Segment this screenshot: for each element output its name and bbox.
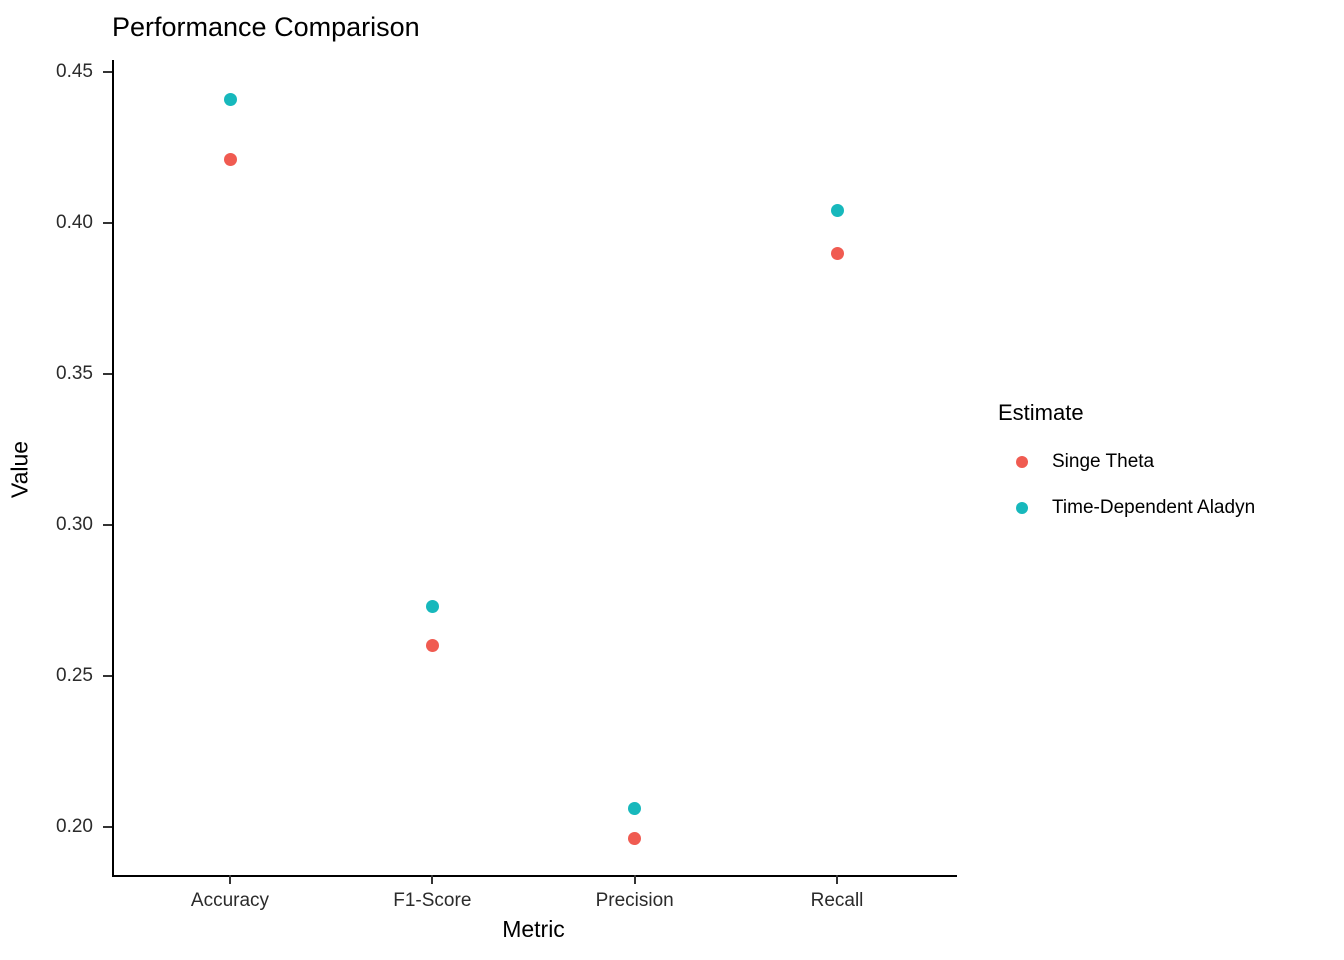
x-tick-mark — [229, 875, 231, 884]
x-axis-title: Metric — [502, 916, 565, 942]
chart-title: Performance Comparison — [112, 12, 420, 42]
data-point — [223, 92, 237, 106]
legend-item: Time-Dependent Aladyn — [998, 494, 1255, 522]
y-tick-label: 0.30 — [56, 513, 93, 535]
legend-title: Estimate — [998, 400, 1084, 425]
legend-swatch-icon — [1016, 456, 1028, 468]
y-tick-label: 0.25 — [56, 664, 93, 686]
x-tick-mark — [836, 875, 838, 884]
y-tick-label: 0.35 — [56, 362, 93, 384]
y-tick-mark — [103, 825, 112, 828]
data-point — [223, 153, 237, 167]
legend-item-label: Time-Dependent Aladyn — [1052, 497, 1256, 518]
x-tick-mark — [633, 875, 636, 884]
y-tick-label: 0.40 — [56, 212, 93, 233]
legend-item: Singe Theta — [998, 448, 1255, 476]
y-tick-mark — [103, 523, 112, 526]
data-point — [628, 802, 642, 816]
y-tick-mark — [103, 71, 112, 74]
y-tick-mark — [103, 222, 112, 224]
data-point — [830, 204, 844, 218]
x-tick-label: F1-Score — [393, 890, 472, 911]
x-tick-label: Recall — [810, 890, 864, 911]
data-point — [425, 639, 439, 653]
legend-items: Singe Theta Time-Dependent Aladyn — [998, 448, 1255, 522]
x-tick-mark — [431, 875, 434, 884]
data-point — [628, 832, 642, 846]
data-point — [830, 246, 844, 260]
legend: Estimate Singe Theta Time-Dependent Alady… — [998, 400, 1255, 540]
x-tick-label: Accuracy — [190, 890, 270, 911]
y-tick-mark — [103, 372, 112, 375]
data-point — [425, 599, 439, 613]
y-tick-mark — [103, 674, 112, 677]
legend-swatch-icon — [1016, 502, 1028, 514]
y-axis-title: Value — [6, 440, 33, 499]
x-tick-label: Precision — [595, 890, 674, 911]
y-tick-label: 0.45 — [56, 61, 93, 83]
y-tick-label: 0.20 — [56, 815, 93, 837]
legend-item-label: Singe Theta — [1052, 451, 1155, 472]
plot-area — [112, 60, 957, 877]
